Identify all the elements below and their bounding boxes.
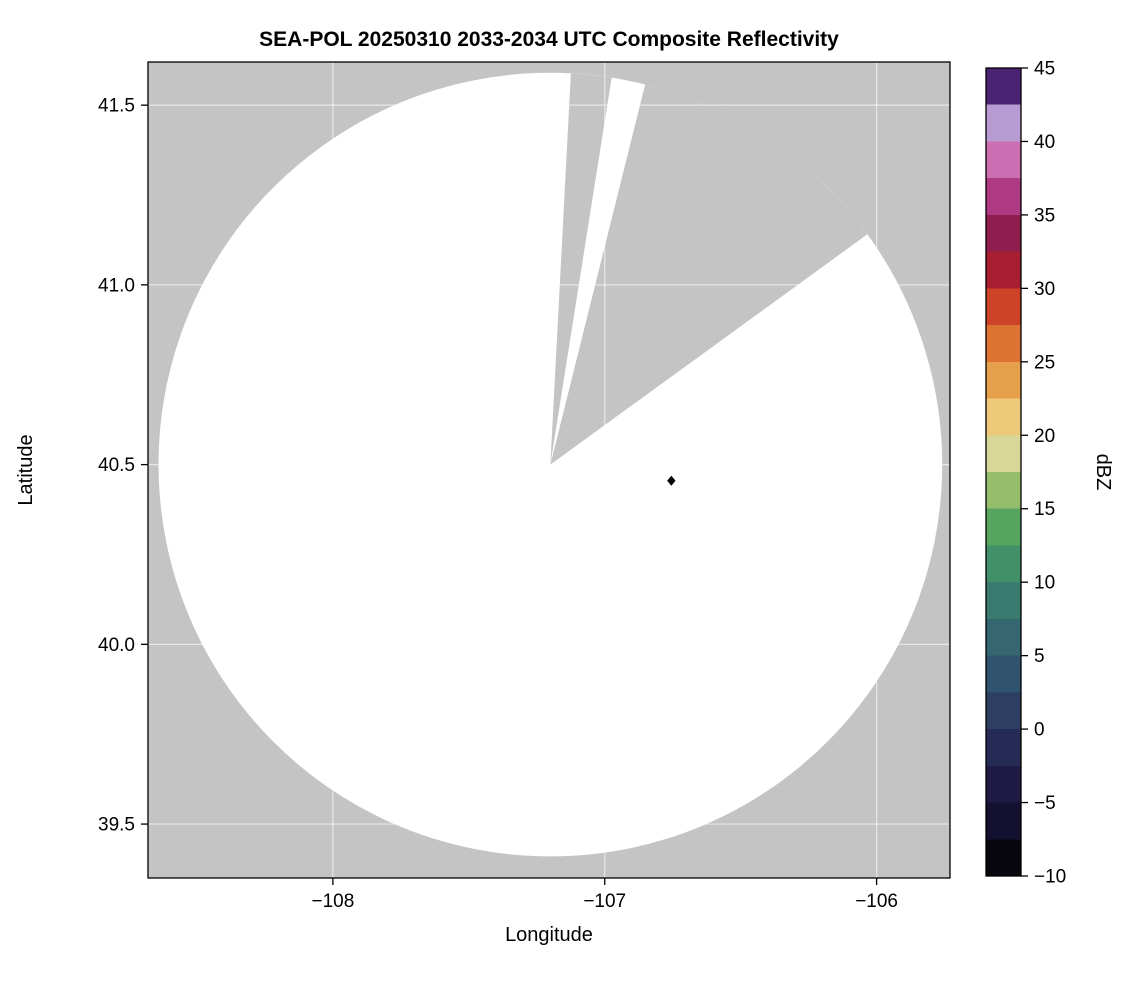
colorbar-tick-label: 15	[1034, 499, 1055, 520]
y-tick-label: 40.0	[98, 635, 135, 656]
colorbar	[985, 67, 1022, 877]
colorbar-tick-label: 45	[1034, 59, 1055, 80]
colorbar-tick-label: 0	[1034, 720, 1045, 741]
site-marker-icon	[667, 475, 676, 486]
colorbar-tick-label: 5	[1034, 646, 1045, 667]
x-axis-label: Longitude	[505, 924, 593, 946]
y-tick-label: 39.5	[98, 815, 135, 836]
blocked-sectors	[550, 73, 868, 465]
y-tick-label: 40.5	[98, 455, 135, 476]
blocked-sector-wedge	[550, 73, 612, 465]
colorbar-tick-label: 35	[1034, 205, 1055, 226]
y-axis-label: Latitude	[15, 434, 37, 505]
colorbar-tick-label: 40	[1034, 132, 1055, 153]
x-axis-ticks: −108 −107 −106	[311, 878, 898, 912]
colorbar-tick-label: 20	[1034, 426, 1055, 447]
chart-title: SEA-POL 20250310 2033-2034 UTC Composite…	[259, 28, 839, 51]
colorbar-tick-label: 30	[1034, 279, 1055, 300]
y-axis-ticks: 39.5 40.0 40.5 41.0 41.5	[98, 96, 148, 836]
y-tick-label: 41.5	[98, 96, 135, 117]
colorbar-tick-label: 25	[1034, 352, 1055, 373]
x-tick-label: −107	[583, 891, 626, 912]
colorbar-label: dBZ	[1092, 454, 1114, 491]
colorbar-tick-label: −10	[1034, 867, 1066, 888]
x-tick-label: −106	[855, 891, 898, 912]
grid-lines	[148, 62, 950, 878]
colorbar-tick-label: 10	[1034, 573, 1055, 594]
colorbar-tick-label: −5	[1034, 793, 1056, 814]
plot-frame	[147, 61, 951, 879]
x-tick-label: −108	[311, 891, 354, 912]
colorbar-ticks: −10 −5 0 5 10 15 20 25 30 35 40 45	[1021, 59, 1066, 888]
y-tick-label: 41.0	[98, 275, 135, 296]
blocked-sector-wedge	[550, 84, 868, 465]
